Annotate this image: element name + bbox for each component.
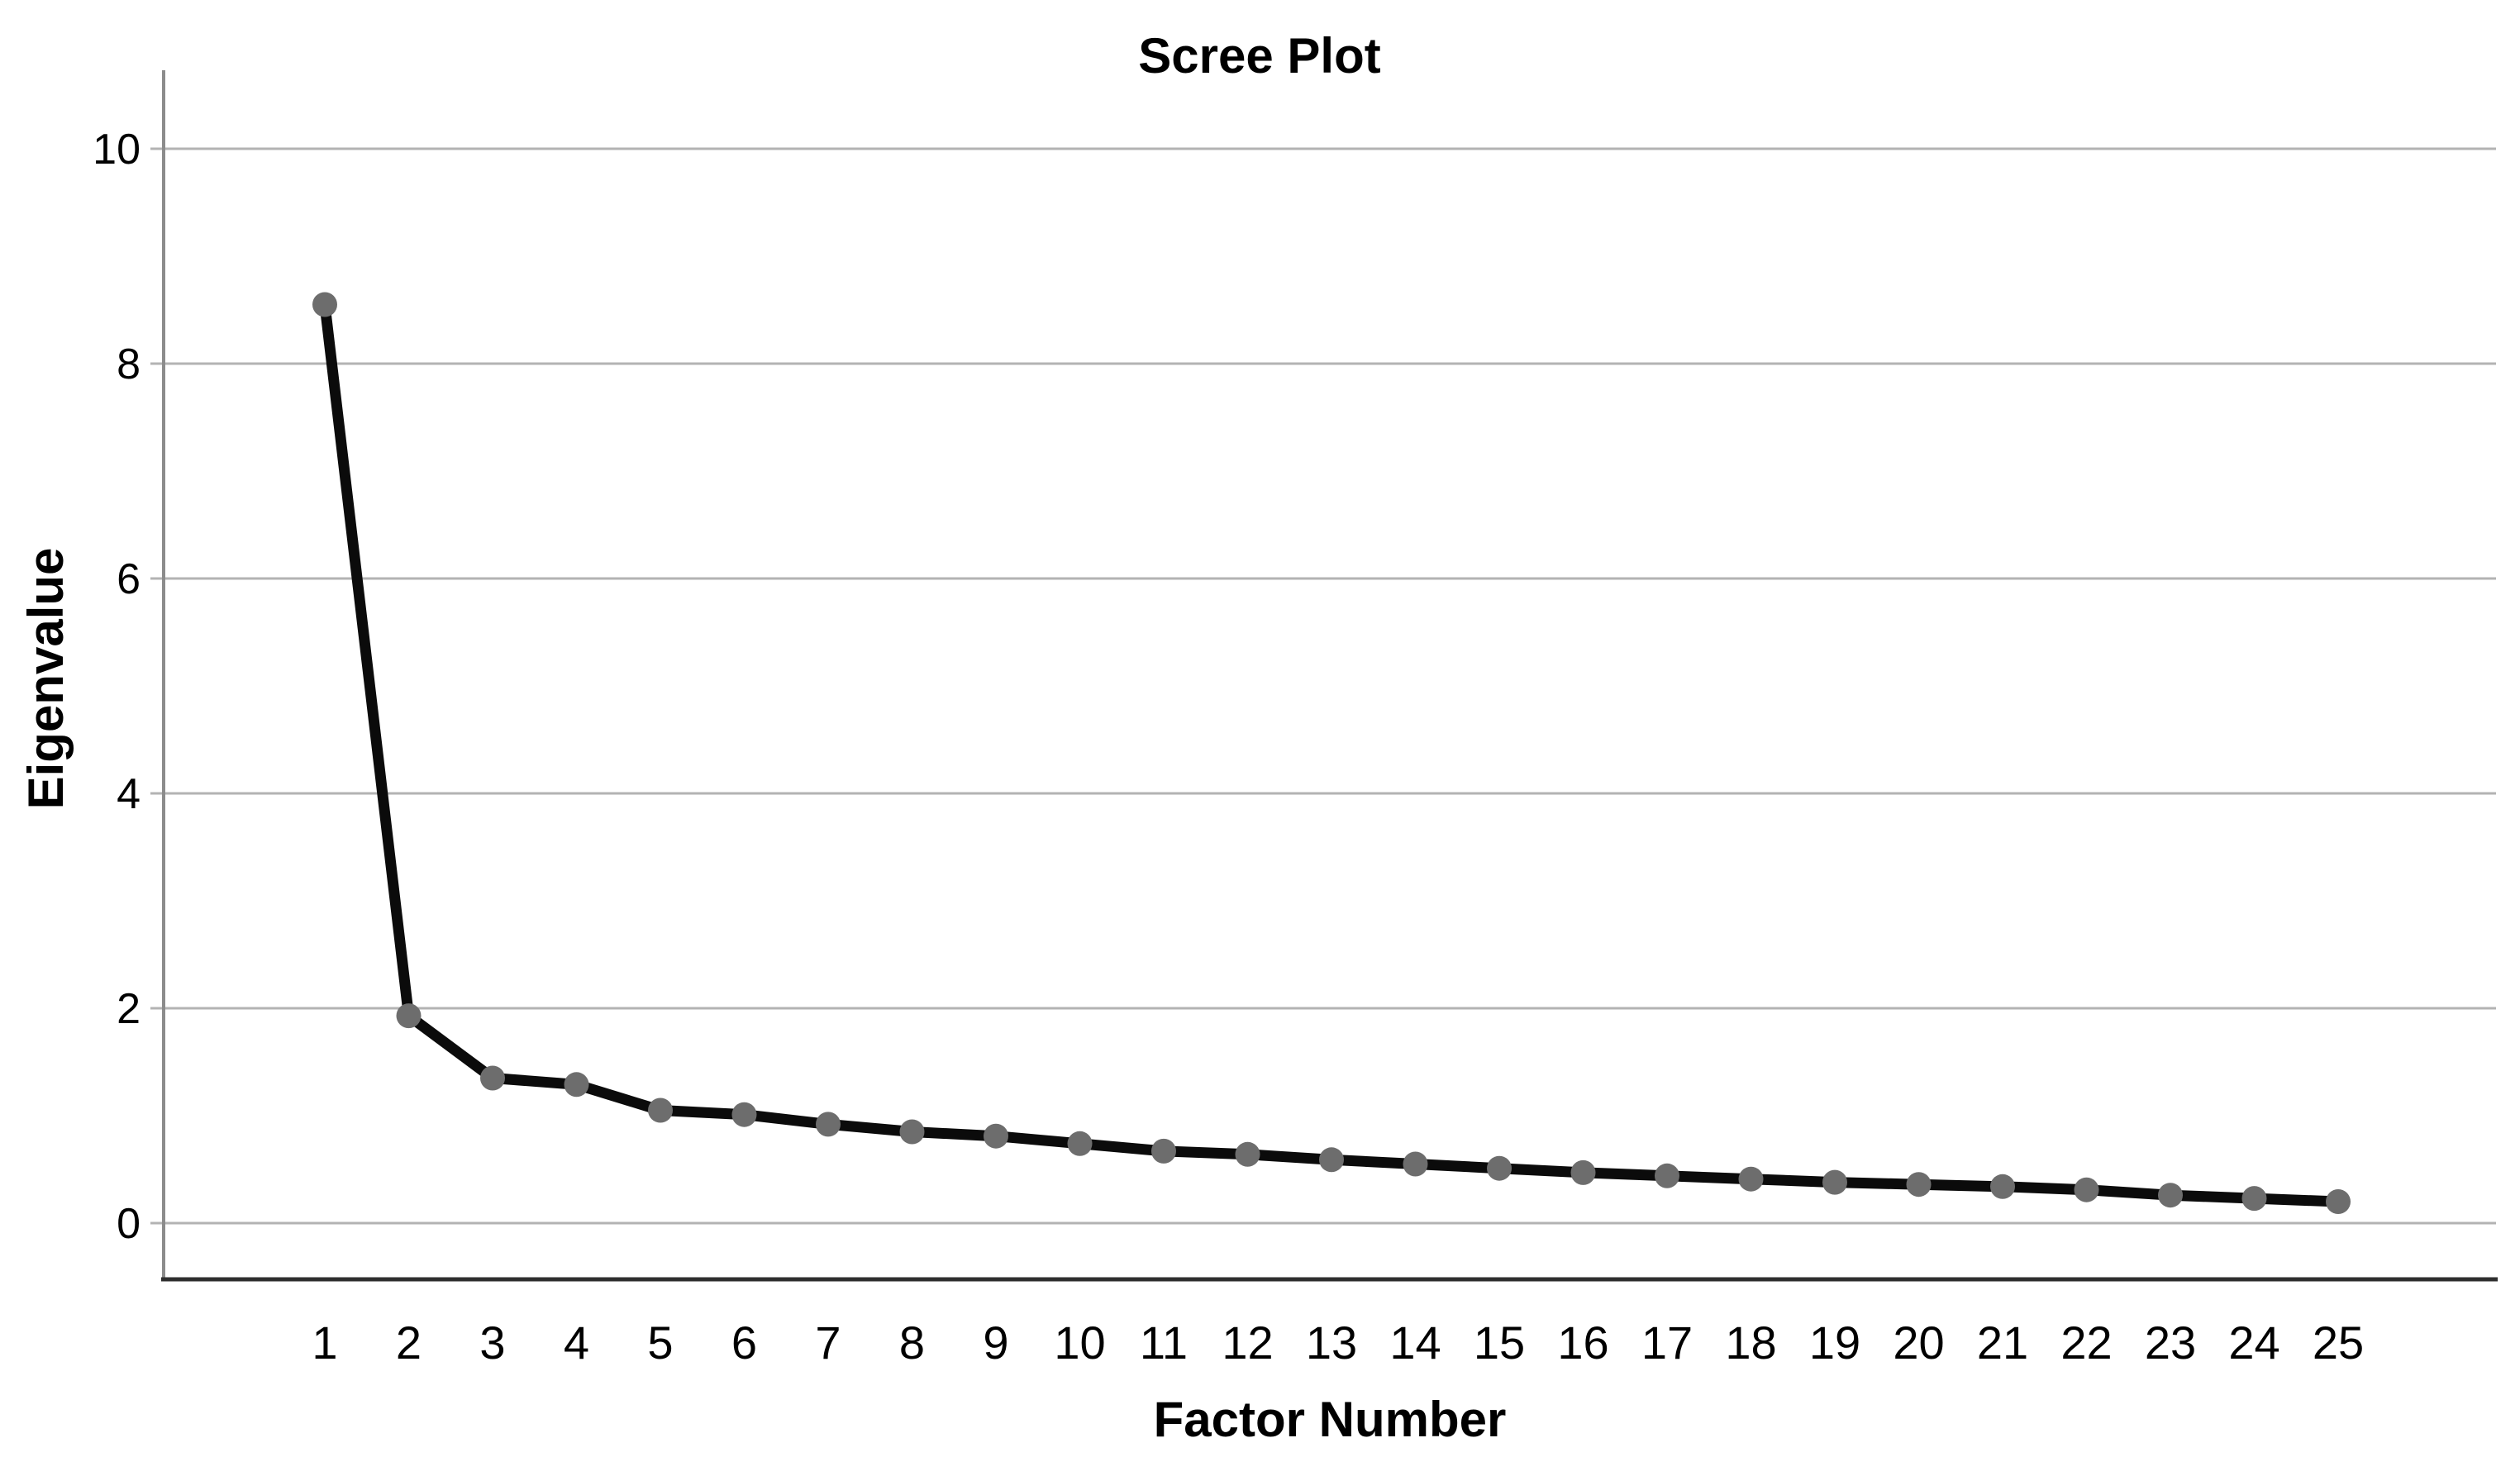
- data-point: [564, 1072, 589, 1098]
- x-tick-label: 6: [731, 1317, 757, 1369]
- data-point: [1570, 1159, 1596, 1185]
- x-tick-label: 24: [2228, 1317, 2279, 1369]
- x-tick-label: 12: [1222, 1317, 1273, 1369]
- x-axis-tick-labels: 1 2 3 4 5 6 7 8 9 10 11 12 13 14 15 16 17 18 19 20 21 22 23 24 2…: [312, 1317, 2364, 1369]
- data-point: [1990, 1174, 2015, 1199]
- x-axis-title: Factor Number: [1154, 1392, 1507, 1447]
- data-point: [1487, 1155, 1512, 1181]
- chart-title: Scree Plot: [1138, 28, 1380, 83]
- data-point: [731, 1102, 757, 1127]
- x-tick-label: 8: [899, 1317, 925, 1369]
- data-point-markers: [312, 292, 2351, 1214]
- x-tick-label: 5: [647, 1317, 673, 1369]
- data-point: [2074, 1177, 2099, 1202]
- data-point: [1235, 1141, 1260, 1167]
- data-point: [2326, 1189, 2351, 1214]
- x-tick-label: 15: [1474, 1317, 1525, 1369]
- y-axis-tick-labels: 0 2 4 6 8 10: [93, 126, 141, 1248]
- data-point: [1655, 1163, 1679, 1188]
- eigenvalue-line: [319, 299, 2344, 1207]
- data-point: [396, 1003, 422, 1029]
- x-tick-label: 10: [1054, 1317, 1105, 1369]
- data-point: [1822, 1169, 1847, 1195]
- x-tick-label: 4: [564, 1317, 589, 1369]
- data-point: [1906, 1172, 1932, 1198]
- y-tick-label: 0: [117, 1200, 141, 1248]
- x-tick-label: 16: [1557, 1317, 1608, 1369]
- x-tick-label: 17: [1641, 1317, 1693, 1369]
- data-point: [2241, 1186, 2267, 1212]
- data-point: [1738, 1166, 1764, 1192]
- x-tick-label: 22: [2060, 1317, 2112, 1369]
- x-tick-label: 20: [1893, 1317, 1944, 1369]
- data-point: [1319, 1147, 1344, 1173]
- x-tick-label: 9: [983, 1317, 1008, 1369]
- data-point: [2158, 1183, 2183, 1208]
- y-tick-label: 10: [93, 126, 141, 174]
- data-point: [1151, 1138, 1176, 1164]
- x-tick-label: 21: [1977, 1317, 2028, 1369]
- data-point: [1067, 1131, 1093, 1156]
- y-tick-label: 2: [117, 985, 141, 1033]
- x-tick-label: 23: [2145, 1317, 2196, 1369]
- x-tick-label: 14: [1389, 1317, 1441, 1369]
- x-tick-label: 13: [1306, 1317, 1357, 1369]
- data-point: [816, 1112, 841, 1137]
- data-point: [648, 1098, 673, 1123]
- y-tick-label: 8: [117, 340, 141, 388]
- x-tick-label: 1: [312, 1317, 337, 1369]
- x-tick-label: 18: [1725, 1317, 1776, 1369]
- y-tick-label: 6: [117, 555, 141, 603]
- x-tick-label: 2: [396, 1317, 422, 1369]
- x-tick-label: 3: [479, 1317, 505, 1369]
- data-point: [984, 1123, 1008, 1149]
- data-point: [480, 1065, 505, 1091]
- gridlines: [150, 147, 2496, 1225]
- y-axis-title: Eigenvalue: [18, 548, 74, 810]
- data-point: [899, 1119, 925, 1145]
- data-point: [1403, 1151, 1428, 1177]
- x-tick-label: 11: [1140, 1317, 1188, 1369]
- x-tick-label: 7: [815, 1317, 841, 1369]
- x-tick-label: 25: [2313, 1317, 2364, 1369]
- y-tick-label: 4: [117, 770, 141, 818]
- axes: [161, 70, 2498, 1282]
- x-tick-label: 19: [1809, 1317, 1860, 1369]
- data-point: [312, 292, 337, 317]
